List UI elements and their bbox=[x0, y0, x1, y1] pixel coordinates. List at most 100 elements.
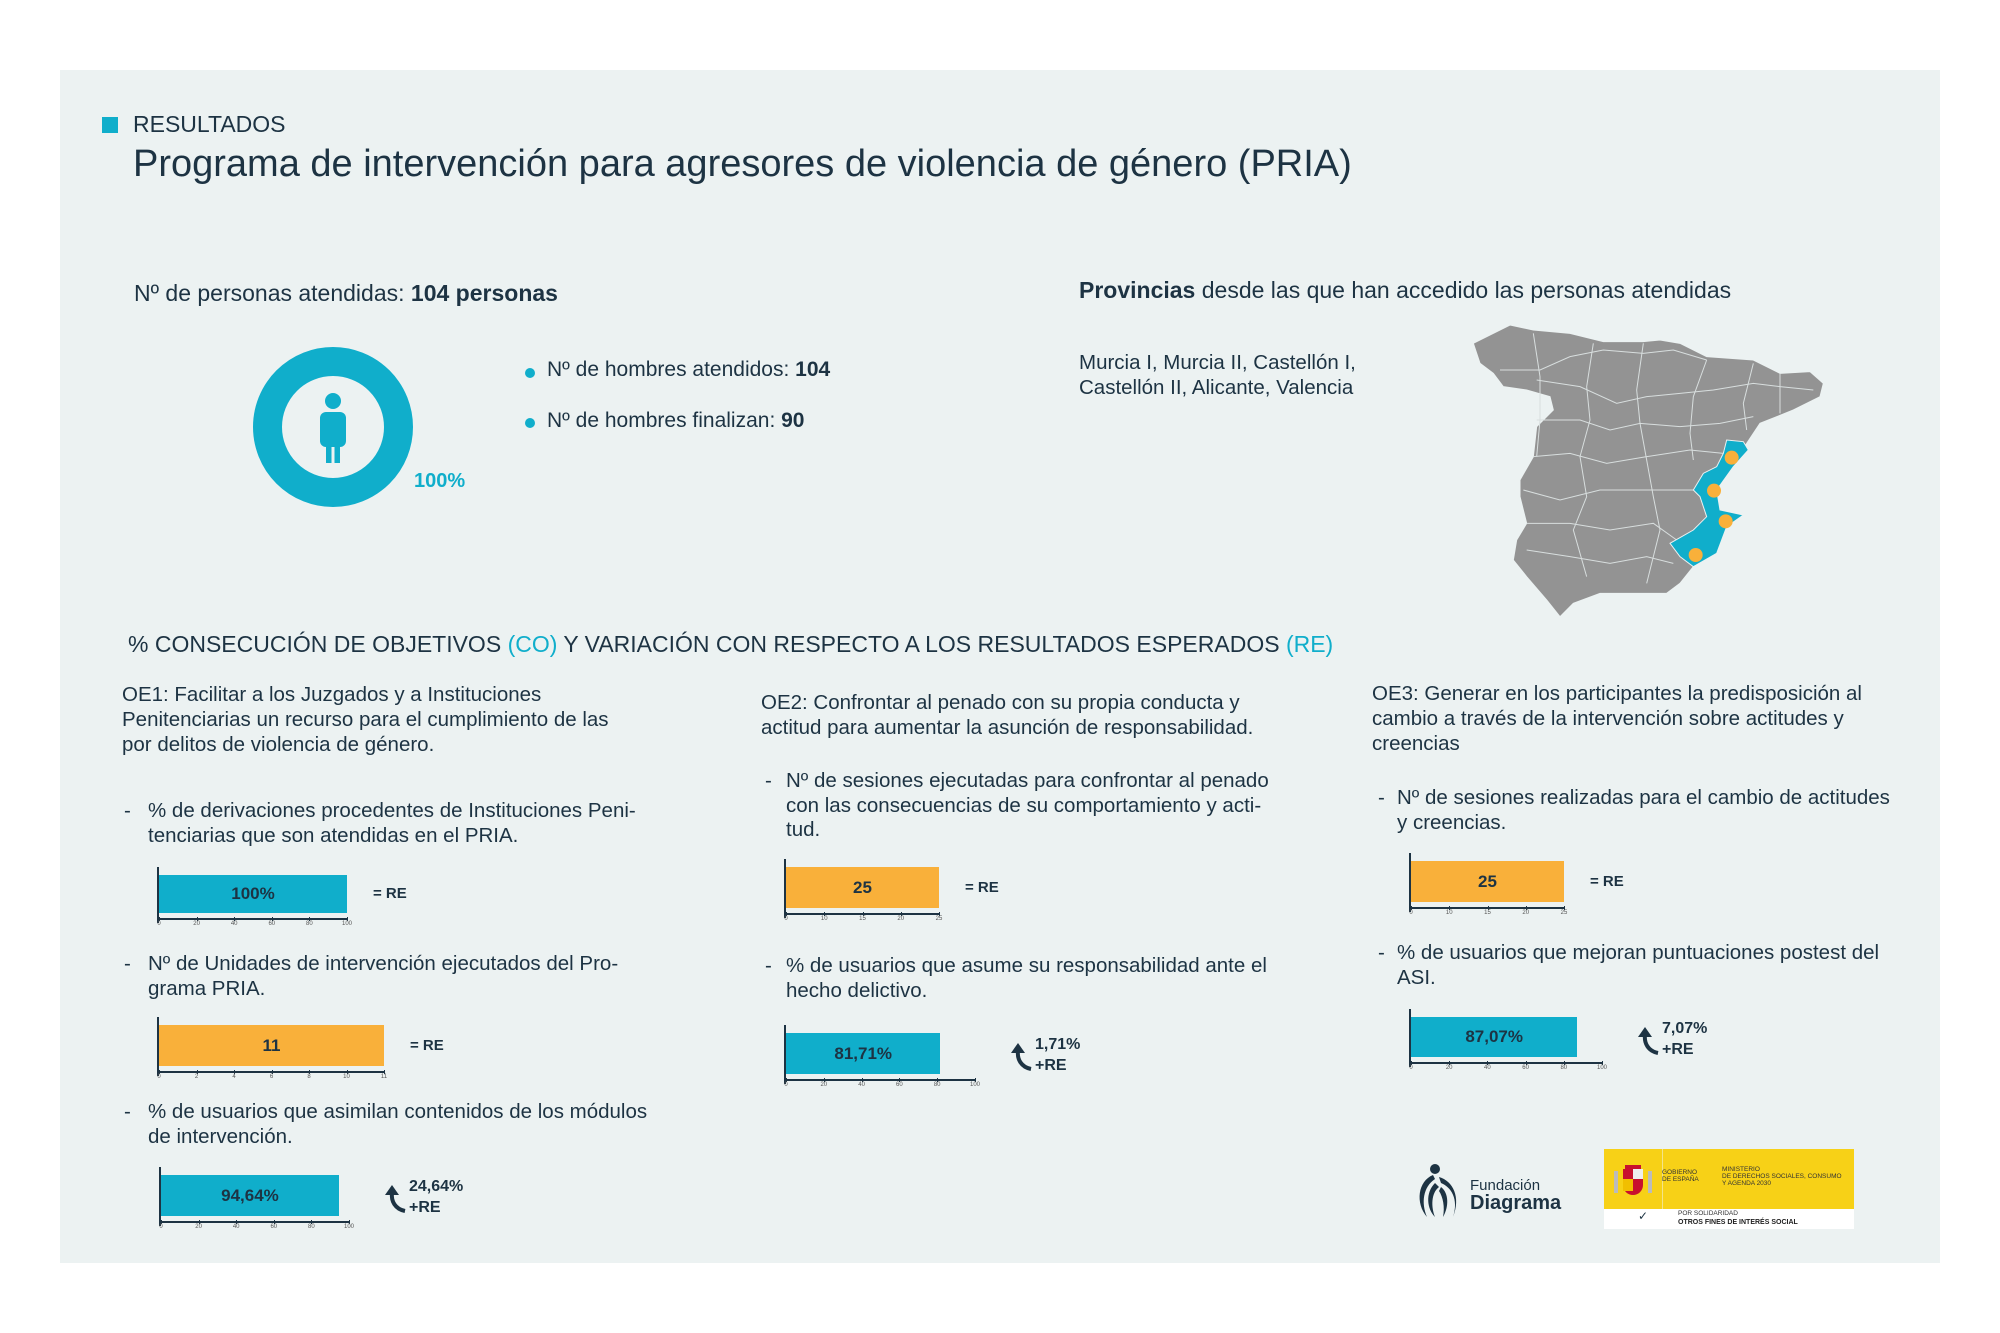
indicator-text: Nº de sesiones realizadas para el cambio… bbox=[1397, 786, 1890, 809]
tick-mark bbox=[271, 917, 273, 921]
province-markers bbox=[1688, 450, 1739, 562]
tick-mark bbox=[899, 1078, 901, 1082]
tick-label: 0 bbox=[157, 1074, 161, 1080]
attended-value: 104 personas bbox=[410, 280, 558, 306]
fundacion-diagrama-logo-mark bbox=[1419, 1164, 1457, 1217]
tick-label: 25 bbox=[1560, 910, 1568, 916]
tick-mark bbox=[975, 1078, 976, 1082]
tick-label: 100 bbox=[341, 921, 353, 927]
tick-mark bbox=[862, 912, 864, 916]
variation: = RE bbox=[965, 878, 999, 896]
min-line: Y AGENDA 2030 bbox=[1722, 1180, 1772, 1187]
tick-mark bbox=[786, 1078, 787, 1082]
x-axis bbox=[1409, 1062, 1602, 1064]
tick-label: 100 bbox=[969, 1082, 981, 1088]
tick-mark bbox=[1602, 1061, 1603, 1065]
tick-mark bbox=[196, 1070, 198, 1074]
item-dash: - bbox=[124, 952, 131, 975]
x-axis bbox=[784, 913, 939, 915]
provinces-heading-bold: Provincias bbox=[1079, 277, 1196, 303]
item-dash: - bbox=[124, 1100, 131, 1123]
bullet-dot bbox=[525, 368, 535, 378]
min-line: DE DERECHOS SOCIALES, CONSUMO bbox=[1722, 1173, 1842, 1180]
tick-mark bbox=[1449, 1061, 1451, 1065]
tick-label: 0 bbox=[784, 1082, 788, 1088]
tick-label: 20 bbox=[195, 1224, 202, 1230]
tick-label: 20 bbox=[193, 921, 200, 927]
tick-mark bbox=[236, 1220, 238, 1224]
tick-label: 20 bbox=[1445, 1065, 1453, 1071]
heading-part: % CONSECUCIÓN DE OBJETIVOS bbox=[128, 631, 508, 657]
tick-label: 40 bbox=[230, 921, 238, 927]
tick-mark bbox=[1525, 1061, 1527, 1065]
bar: 25 bbox=[1411, 861, 1564, 902]
indicator-text: tenciarias que son atendidas en el PRIA. bbox=[148, 823, 519, 847]
coat-of-arms-icon bbox=[1614, 1165, 1652, 1195]
tick-mark bbox=[1564, 906, 1565, 910]
bar: 94,64% bbox=[161, 1175, 339, 1216]
tick-label: 80 bbox=[308, 1224, 315, 1230]
tick-label: 11 bbox=[380, 1074, 388, 1080]
indicator-text: Nº de sesiones ejecutadas para confronta… bbox=[786, 769, 1269, 792]
spain-map bbox=[1472, 324, 1824, 618]
tick-label: 40 bbox=[1484, 1065, 1491, 1071]
tick-label: 20 bbox=[1522, 910, 1530, 916]
bullet-dot bbox=[525, 418, 535, 428]
indicator-text: % de usuarios que mejoran puntuaciones p… bbox=[1397, 941, 1880, 964]
tick-mark bbox=[1487, 1061, 1489, 1065]
tick-label: 100 bbox=[343, 1224, 355, 1230]
variation: = RE bbox=[410, 1036, 444, 1054]
person-icon bbox=[320, 393, 346, 463]
fundacion-line2: Diagrama bbox=[1470, 1192, 1562, 1214]
bar: 100% bbox=[159, 875, 347, 913]
tick-mark bbox=[309, 917, 311, 921]
variation: 1,71% +RE bbox=[1035, 1034, 1080, 1076]
page-title: Programa de intervención para agresores … bbox=[133, 143, 1352, 185]
gobierno-text: GOBIERNO DE ESPAÑA bbox=[1662, 1169, 1699, 1183]
variation: = RE bbox=[373, 885, 407, 902]
variation: 7,07% +RE bbox=[1662, 1018, 1707, 1060]
tick-label: 10 bbox=[343, 1074, 350, 1080]
variation-value: 1,71% bbox=[1035, 1036, 1081, 1053]
objective-text: Penitenciarias un recurso para el cumpli… bbox=[122, 708, 609, 731]
objective-text: OE2: Confrontar al penado con su propia … bbox=[761, 691, 1240, 714]
bar-chart: 25 0 10 15 20 25 bbox=[784, 859, 942, 922]
tick-mark bbox=[1449, 906, 1451, 910]
attended-heading: Nº de personas atendidas: 104 personas bbox=[134, 280, 558, 307]
objective-text: actitud para aumentar la asunción de res… bbox=[761, 716, 1254, 739]
men-attended-value: 104 bbox=[795, 358, 831, 381]
y-axis bbox=[157, 867, 159, 923]
objective-text: cambio a través de la intervención sobre… bbox=[1372, 707, 1844, 730]
y-axis bbox=[784, 859, 786, 918]
tick-mark bbox=[1411, 906, 1412, 910]
marker-murcia bbox=[1688, 548, 1703, 562]
tick-label: 0 bbox=[1409, 910, 1413, 916]
item-dash: - bbox=[1378, 941, 1385, 964]
tick-label: 2 bbox=[194, 1074, 199, 1080]
tick-label: 0 bbox=[784, 916, 788, 922]
objective-text: OE1: Facilitar a los Juzgados y a Instit… bbox=[122, 683, 542, 706]
bar-chart: 94,64% 0 20 40 60 80 100 bbox=[159, 1167, 354, 1230]
tick-mark bbox=[861, 1078, 863, 1082]
tick-label: 15 bbox=[859, 916, 866, 922]
provinces-heading: Provincias desde las que han accedido la… bbox=[1079, 277, 1731, 304]
tick-label: 60 bbox=[896, 1082, 903, 1088]
x-axis bbox=[157, 918, 347, 920]
tick-label: 0 bbox=[157, 921, 161, 927]
indicator-text: y creencias. bbox=[1397, 810, 1507, 834]
tick-mark bbox=[824, 912, 826, 916]
tick-mark bbox=[1487, 906, 1489, 910]
tick-label: 80 bbox=[306, 921, 313, 927]
tick-mark bbox=[159, 917, 160, 921]
indicator-text: Nº de Unidades de intervención ejecutado… bbox=[148, 952, 619, 975]
tick-mark bbox=[786, 912, 787, 916]
men-attended: Nº de hombres atendidos: 104 bbox=[547, 358, 830, 382]
section-kicker: RESULTADOS bbox=[133, 111, 286, 137]
bar: 87,07% bbox=[1411, 1017, 1578, 1057]
tick-mark bbox=[311, 1220, 313, 1224]
bar-chart: 25 0 10 15 20 25 bbox=[1409, 853, 1567, 916]
tick-label: 80 bbox=[1560, 1065, 1568, 1071]
variation: 24,64% +RE bbox=[409, 1176, 463, 1218]
indicator-text: ASI. bbox=[1397, 965, 1436, 989]
arrow-up-icon bbox=[1011, 1043, 1032, 1071]
